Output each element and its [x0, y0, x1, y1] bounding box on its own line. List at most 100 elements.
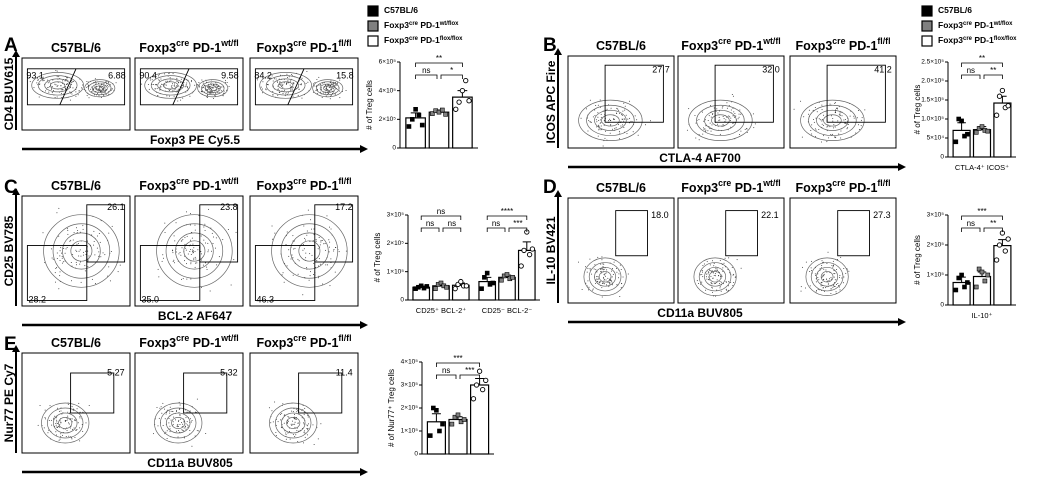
- event-dot: [44, 418, 46, 420]
- event-dot: [861, 117, 863, 119]
- event-dot: [294, 414, 296, 416]
- event-dot: [821, 281, 823, 283]
- event-dot: [587, 130, 589, 132]
- significance-label: ***: [977, 207, 986, 216]
- event-dot: [602, 283, 604, 285]
- contour: [84, 79, 116, 98]
- data-point: [430, 111, 435, 116]
- event-dot: [39, 405, 41, 407]
- event-dot: [737, 118, 739, 120]
- event-dot: [596, 278, 598, 280]
- event-dot: [173, 259, 175, 261]
- event-dot: [183, 421, 185, 423]
- event-dot: [302, 294, 304, 296]
- event-dot: [209, 87, 211, 89]
- event-dot: [190, 254, 192, 256]
- event-dot: [209, 290, 211, 292]
- event-dot: [608, 283, 610, 285]
- event-dot: [186, 86, 188, 88]
- event-dot: [585, 108, 587, 110]
- event-dot: [596, 121, 598, 123]
- event-dot: [821, 109, 823, 111]
- event-dot: [165, 84, 167, 86]
- event-dot: [279, 83, 281, 85]
- event-dot: [75, 261, 77, 263]
- event-dot: [834, 285, 836, 287]
- event-dot: [60, 252, 62, 254]
- y-tick-label: 1×10⁵: [401, 428, 419, 435]
- data-point: [993, 112, 1000, 118]
- event-dot: [728, 257, 730, 259]
- event-dot: [830, 115, 832, 117]
- event-dot: [616, 284, 618, 286]
- event-dot: [181, 247, 183, 249]
- event-dot: [54, 83, 56, 85]
- event-dot: [811, 133, 813, 135]
- event-dot: [71, 93, 73, 95]
- event-dot: [64, 252, 66, 254]
- event-dot: [98, 95, 100, 97]
- gate-value: 46.3: [256, 294, 274, 304]
- event-dot: [168, 418, 170, 420]
- event-dot: [65, 248, 67, 250]
- gate-value: 5.32: [220, 367, 238, 377]
- event-dot: [151, 79, 153, 81]
- event-dot: [182, 278, 184, 280]
- event-dot: [272, 91, 274, 93]
- event-dot: [605, 279, 607, 281]
- event-dot: [200, 235, 202, 237]
- event-dot: [308, 423, 310, 425]
- event-dot: [172, 411, 174, 413]
- event-dot: [604, 273, 606, 275]
- event-dot: [179, 404, 181, 406]
- event-dot: [807, 113, 809, 115]
- event-dot: [279, 81, 281, 83]
- contour: [601, 114, 620, 127]
- event-dot: [74, 419, 76, 421]
- y-tick-label: 1.0×10⁵: [921, 116, 944, 123]
- event-dot: [178, 85, 180, 87]
- event-dot: [811, 124, 813, 126]
- event-dot: [265, 88, 267, 90]
- significance-label: ns: [426, 219, 434, 228]
- event-dot: [319, 263, 321, 265]
- event-dot: [815, 274, 817, 276]
- data-point: [433, 286, 438, 291]
- event-dot: [819, 119, 821, 121]
- text-part: Foxp3: [139, 336, 176, 350]
- event-dot: [345, 89, 347, 91]
- event-dot: [833, 264, 835, 266]
- event-dot: [71, 406, 73, 408]
- event-dot: [858, 109, 860, 111]
- event-dot: [614, 118, 616, 120]
- contour: [286, 417, 301, 429]
- event-dot: [272, 421, 274, 423]
- event-dot: [338, 90, 340, 92]
- event-dot: [708, 125, 710, 127]
- event-dot: [274, 401, 276, 403]
- event-dot: [329, 226, 331, 228]
- event-dot: [699, 283, 701, 285]
- event-dot: [596, 271, 598, 273]
- contour: [175, 232, 214, 270]
- event-dot: [610, 270, 612, 272]
- event-dot: [835, 291, 837, 293]
- event-dot: [108, 86, 110, 88]
- event-dot: [623, 118, 625, 120]
- event-dot: [205, 433, 207, 435]
- significance-label: ns: [437, 207, 445, 216]
- event-dot: [734, 276, 736, 278]
- contour: [693, 257, 737, 297]
- event-dot: [225, 79, 227, 81]
- event-dot: [624, 105, 626, 107]
- event-dot: [606, 108, 608, 110]
- event-dot: [601, 287, 603, 289]
- contour: [269, 402, 318, 444]
- event-dot: [178, 419, 180, 421]
- event-dot: [608, 118, 610, 120]
- event-dot: [45, 90, 47, 92]
- gate-value: 27.3: [873, 210, 891, 220]
- event-dot: [815, 136, 817, 138]
- event-dot: [67, 77, 69, 79]
- contour: [31, 72, 84, 99]
